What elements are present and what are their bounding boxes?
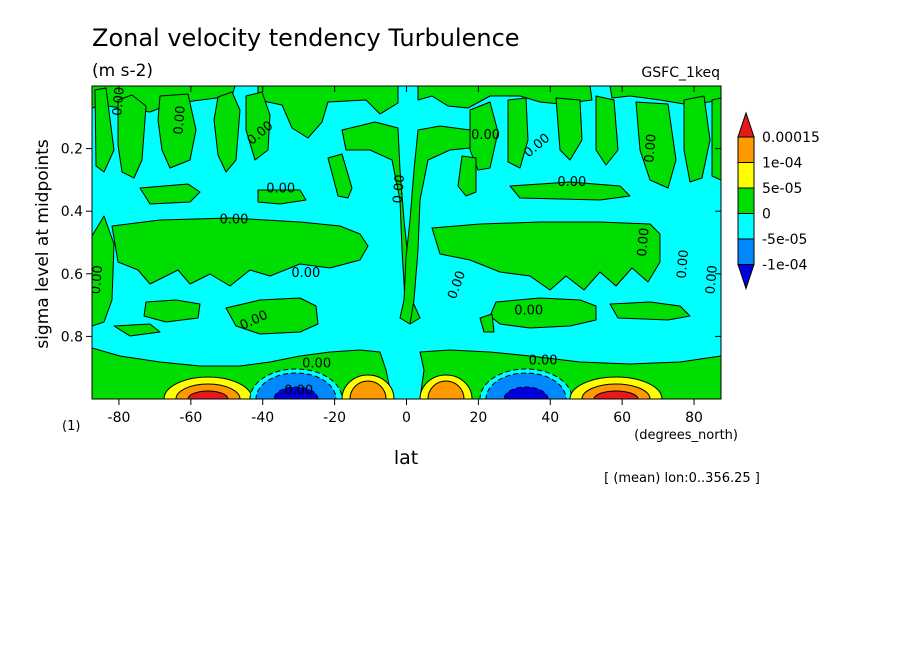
contour-label: 0.00	[302, 357, 331, 372]
x-axis: -80 -60 -40 -20 0 20 40 60 80	[108, 86, 703, 426]
colorbar-label: -1e-04	[762, 258, 808, 274]
colorbar-box	[737, 213, 755, 240]
positive-region	[257, 189, 307, 205]
colorbar-box	[737, 136, 755, 163]
colorbar-label: 0	[762, 207, 771, 223]
negative-blob-nh	[485, 372, 567, 399]
contour-label: 0.00	[529, 354, 558, 369]
positive-blob-eq	[427, 380, 465, 399]
colorbar-label: 0.00015	[762, 130, 820, 146]
positive-region	[257, 86, 399, 139]
negative-blob-sh	[255, 372, 337, 399]
y-tick-label: 0.6	[61, 267, 83, 283]
x-tick-label: 60	[613, 410, 631, 426]
x-tick-label: -20	[323, 410, 346, 426]
x-unit-label: (degrees_north)	[634, 428, 738, 443]
chart-units: (m s-2)	[92, 61, 153, 81]
positive-blob-nh	[593, 390, 639, 399]
colorbar-top-triangle	[737, 111, 755, 138]
colorbar-label: 1e-04	[762, 156, 802, 172]
contour-label: 0.00	[703, 265, 720, 295]
positive-region	[327, 153, 353, 199]
positive-region	[509, 181, 631, 201]
colorbar-box	[737, 238, 755, 265]
contour-label: 0.00	[284, 383, 313, 398]
contour-label: 0.00	[635, 227, 652, 257]
y-tick-label: 0.2	[61, 142, 83, 158]
contour-label: 0.00	[642, 133, 659, 163]
contour-label: 0.00	[266, 181, 295, 196]
plot-area: 0.00 0.00 0.00 0.00 0.00 0.00 0.00 0.00 0.00 0.00…	[89, 86, 721, 399]
positive-region	[609, 301, 691, 321]
colorbar-bottom-triangle	[737, 264, 755, 291]
mean-note: [ (mean) lon:0..356.25 ]	[604, 471, 760, 486]
colorbar-label: -5e-05	[762, 232, 807, 248]
positive-region	[457, 155, 477, 197]
positive-region	[489, 297, 597, 329]
x-tick-label: -60	[179, 410, 202, 426]
positive-region	[245, 91, 271, 161]
positive-region	[683, 95, 711, 183]
positive-region	[417, 86, 593, 109]
negative-blob-sh	[273, 386, 319, 399]
colorbar-box	[737, 187, 755, 214]
x-tick-label: -40	[251, 410, 274, 426]
positive-region	[157, 93, 197, 169]
contour-label: 0.00	[291, 266, 320, 281]
positive-blob-eq	[349, 380, 387, 399]
positive-region	[225, 297, 319, 335]
contour-label: 0.00	[557, 175, 586, 190]
x-axis-label: lat	[394, 447, 418, 469]
y-axis: 0.2 0.4 0.6 0.8	[61, 142, 721, 345]
contour-label: 0.00	[110, 86, 127, 116]
positive-region	[139, 183, 201, 205]
contour-label: 0.00	[219, 213, 248, 228]
contour-label: 0.00	[391, 174, 408, 204]
colorbar-label: 5e-05	[762, 181, 802, 197]
positive-region	[635, 101, 677, 189]
positive-region	[213, 91, 241, 173]
x-tick-label: 0	[402, 410, 411, 426]
x-tick-label: 80	[685, 410, 703, 426]
negative-blob-nh	[503, 386, 549, 399]
x-tick-label: 20	[469, 410, 487, 426]
positive-region	[117, 94, 147, 179]
y-tick-label: 0.4	[61, 204, 83, 220]
y-tick-label: 0.8	[61, 329, 83, 345]
colorbar-box	[737, 162, 755, 189]
positive-region	[469, 101, 499, 171]
contour-label: 0.00	[89, 265, 106, 295]
chart-title: Zonal velocity tendency Turbulence	[92, 24, 520, 52]
positive-region	[595, 95, 619, 166]
positive-region	[555, 97, 583, 161]
x-tick-label: 40	[541, 410, 559, 426]
positive-region	[479, 313, 495, 333]
surface-anomalies	[163, 368, 663, 399]
positive-region	[143, 299, 201, 323]
contour-label: 0.00	[514, 303, 543, 318]
contour-label: 0.00	[471, 128, 500, 143]
contour-label: 0.00	[171, 105, 188, 135]
positive-region	[94, 87, 115, 173]
level-note: (1)	[62, 419, 80, 434]
positive-region	[111, 217, 369, 287]
positive-region	[431, 221, 661, 291]
positive-region	[711, 97, 721, 181]
positive-region	[507, 97, 529, 169]
y-axis-label: sigma level at midpoints	[33, 139, 53, 348]
x-tick-label: -80	[108, 410, 131, 426]
colorbar: 0.00015 1e-04 5e-05 0 -5e-05 -1e-04	[737, 111, 820, 291]
contour-label: 0.00	[675, 249, 692, 279]
positive-region	[399, 125, 471, 325]
positive-blob-sh	[187, 390, 229, 399]
positive-region	[92, 215, 115, 327]
source-label: GSFC_1keq	[641, 65, 720, 81]
positive-region	[113, 323, 161, 337]
